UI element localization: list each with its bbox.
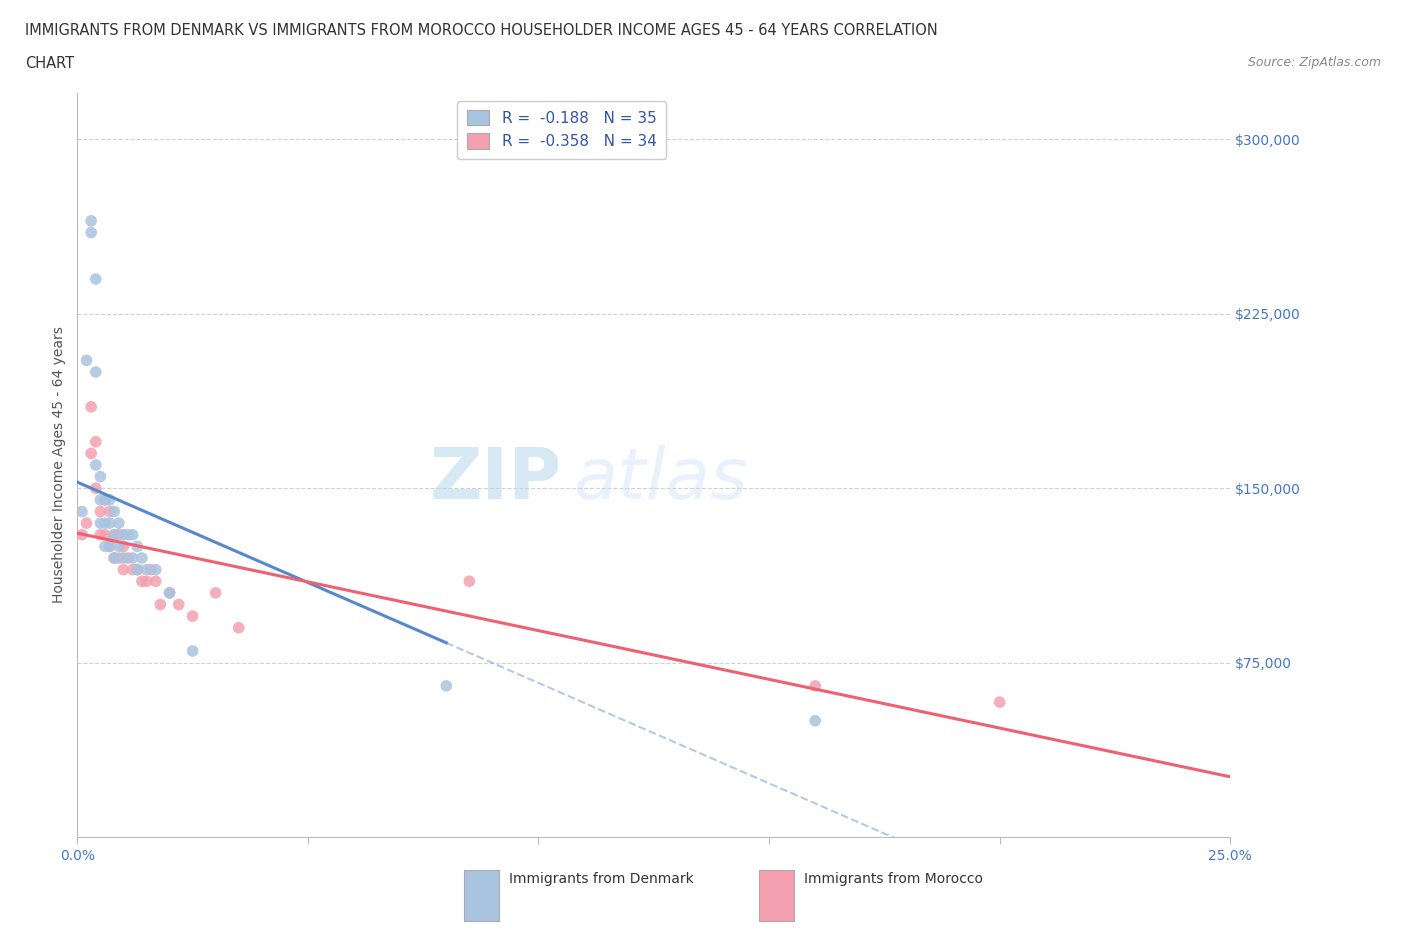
Point [145,562,167,577]
Point [159,586,181,601]
Point [84,458,107,472]
Point [108,539,131,554]
Point [89,493,111,508]
Point [121,527,143,542]
Point [121,551,143,565]
Point [89,504,111,519]
Point [80,400,103,415]
Point [103,527,125,542]
Point [98,504,121,519]
Point [103,527,125,542]
Point [80,445,103,460]
Point [94,515,117,530]
Point [70,504,93,519]
Point [204,586,226,601]
Point [89,469,111,484]
Point [181,609,204,624]
Point [89,527,111,542]
Text: ZIP: ZIP [429,445,561,514]
Text: CHART: CHART [25,56,75,71]
Text: Immigrants from Denmark: Immigrants from Denmark [509,871,693,886]
Point [84,365,107,379]
Point [804,713,827,728]
Point [108,527,131,542]
Point [434,679,457,694]
Point [149,597,172,612]
Point [98,493,121,508]
Point [94,493,117,508]
Point [70,527,93,542]
Point [98,539,121,554]
Text: IMMIGRANTS FROM DENMARK VS IMMIGRANTS FROM MOROCCO HOUSEHOLDER INCOME AGES 45 - : IMMIGRANTS FROM DENMARK VS IMMIGRANTS FR… [25,23,938,38]
Point [112,551,135,565]
Point [131,574,153,589]
Point [98,515,121,530]
Point [94,493,117,508]
Point [84,434,107,449]
Point [135,562,157,577]
Point [89,515,111,530]
Point [84,481,107,496]
Point [159,586,181,601]
Text: Immigrants from Morocco: Immigrants from Morocco [804,871,983,886]
Point [112,562,135,577]
Point [117,551,139,565]
Point [80,213,103,228]
Point [103,551,125,565]
Point [135,574,157,589]
Point [131,551,153,565]
Point [988,695,1011,710]
Point [121,562,143,577]
Point [108,515,131,530]
Point [108,551,131,565]
Point [139,562,162,577]
Point [112,527,135,542]
Point [84,272,107,286]
Text: atlas: atlas [574,445,748,514]
Point [228,620,250,635]
Point [127,562,149,577]
Point [76,515,98,530]
Point [94,539,117,554]
Point [804,679,827,694]
Point [112,539,135,554]
Point [117,527,139,542]
Point [145,574,167,589]
Point [167,597,190,612]
Point [127,562,149,577]
Point [458,574,481,589]
Point [103,504,125,519]
Y-axis label: Householder Income Ages 45 - 64 years: Householder Income Ages 45 - 64 years [52,326,66,604]
Text: Source: ZipAtlas.com: Source: ZipAtlas.com [1247,56,1381,69]
Point [98,539,121,554]
Point [103,551,125,565]
Legend: R =  -0.188   N = 35, R =  -0.358   N = 34: R = -0.188 N = 35, R = -0.358 N = 34 [457,100,665,159]
Point [80,225,103,240]
Point [94,527,117,542]
Point [127,539,149,554]
Point [76,352,98,367]
Point [181,644,204,658]
